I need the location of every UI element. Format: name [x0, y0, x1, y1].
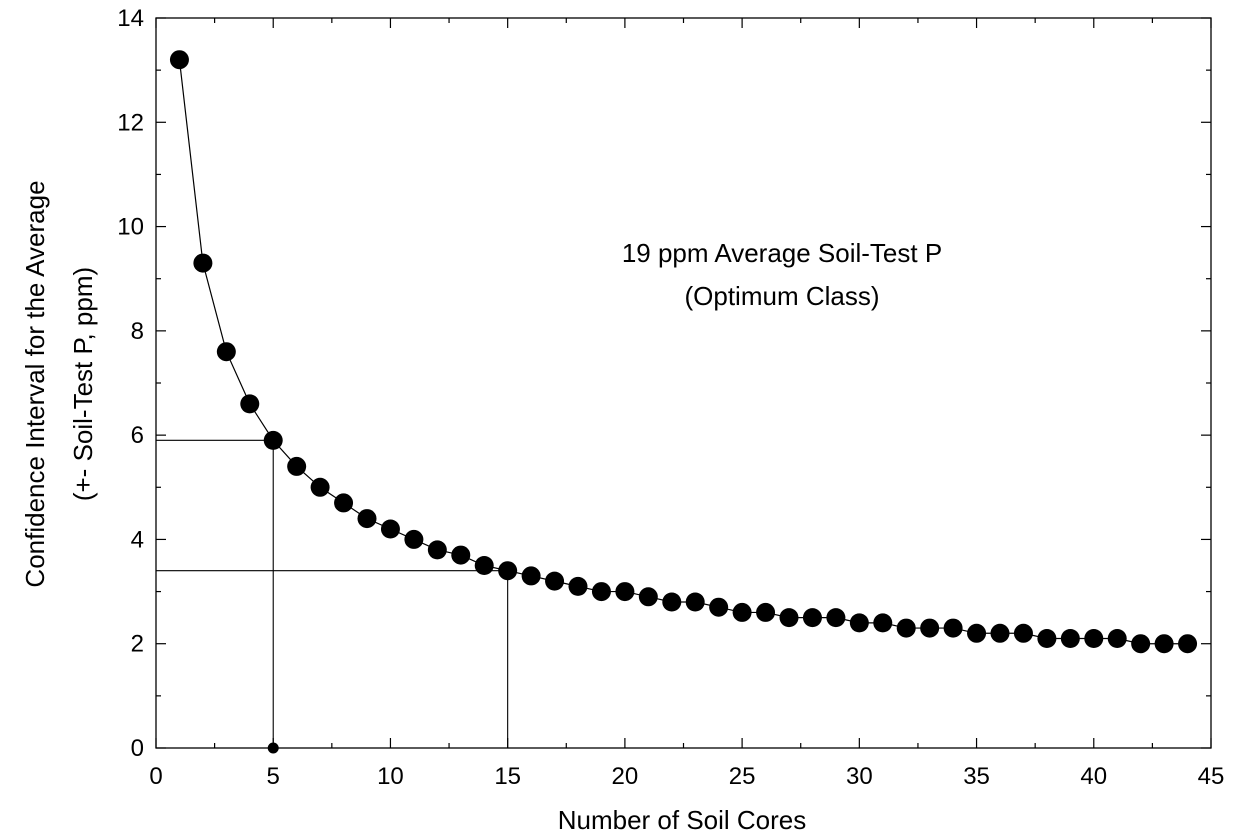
x-tick-label: 20 [612, 763, 639, 790]
data-series [169, 50, 1198, 654]
data-point [802, 608, 822, 628]
data-point [826, 608, 846, 628]
x-tick-label: 35 [963, 763, 990, 790]
reference-line [156, 439, 274, 748]
data-point [1084, 629, 1104, 648]
annotation-line-2: (Optimum Class) [684, 281, 879, 311]
y-tick-label: 14 [117, 5, 144, 32]
data-point [193, 253, 213, 273]
y-tick-label: 6 [131, 422, 144, 449]
reference-point [267, 742, 279, 754]
data-point [1037, 629, 1057, 648]
x-axis-title: Number of Soil Cores [558, 805, 807, 834]
data-point [662, 592, 682, 612]
data-point [849, 613, 869, 633]
data-point [591, 582, 611, 602]
data-point [521, 566, 541, 586]
x-tick-label: 0 [149, 763, 162, 790]
data-point [873, 613, 893, 633]
y-tick-label: 2 [131, 631, 144, 658]
x-tick-label: 45 [1198, 763, 1225, 790]
y-tick-label: 0 [131, 735, 144, 762]
x-tick-label: 5 [267, 763, 280, 790]
data-point [169, 50, 189, 70]
x-tick-label: 10 [377, 763, 404, 790]
data-point [404, 529, 424, 549]
data-point [756, 602, 776, 622]
data-point [1154, 634, 1174, 654]
data-point [1013, 623, 1033, 643]
y-tick-label: 4 [131, 526, 144, 553]
data-point [967, 623, 987, 643]
data-point [380, 519, 400, 539]
data-point [779, 608, 799, 628]
data-point [990, 623, 1010, 643]
data-point [545, 571, 565, 591]
data-point [287, 456, 307, 476]
data-point [498, 561, 518, 581]
data-point [920, 618, 940, 638]
reference-lines [156, 439, 509, 754]
data-point [1060, 629, 1080, 648]
y-tick-label: 8 [131, 318, 144, 345]
data-point [638, 587, 658, 607]
reference-line [156, 570, 509, 748]
data-point [310, 477, 330, 497]
data-point [615, 582, 635, 602]
data-point [732, 602, 752, 622]
data-point [334, 493, 354, 513]
data-point [685, 592, 705, 612]
data-point [427, 540, 447, 560]
x-tick-label: 15 [494, 763, 521, 790]
x-tick-label: 40 [1080, 763, 1107, 790]
data-point [1178, 634, 1198, 654]
y-axis-title-line-1: Confidence Interval for the Average [20, 180, 50, 587]
data-point [451, 545, 471, 565]
data-point [896, 618, 916, 638]
y-tick-label: 12 [117, 109, 144, 136]
y-tick-label: 10 [117, 214, 144, 241]
data-point [1107, 629, 1127, 648]
x-tick-label: 25 [729, 763, 756, 790]
data-point [263, 430, 283, 450]
data-point [240, 394, 260, 414]
data-point [943, 618, 963, 638]
data-point [568, 576, 588, 596]
annotation-line-1: 19 ppm Average Soil-Test P [622, 238, 942, 268]
y-axis-title-line-2: (+- Soil-Test P, ppm) [68, 267, 98, 501]
data-point [474, 556, 494, 575]
axes: 0 5 10 15 20 25 30 35 40 45 0 2 4 6 8 10 12 14 [117, 5, 1224, 790]
x-tick-label: 30 [846, 763, 873, 790]
data-point [216, 342, 236, 362]
series-line [178, 59, 1188, 645]
data-point [709, 597, 729, 617]
data-point [357, 509, 377, 529]
data-point [1131, 634, 1151, 654]
